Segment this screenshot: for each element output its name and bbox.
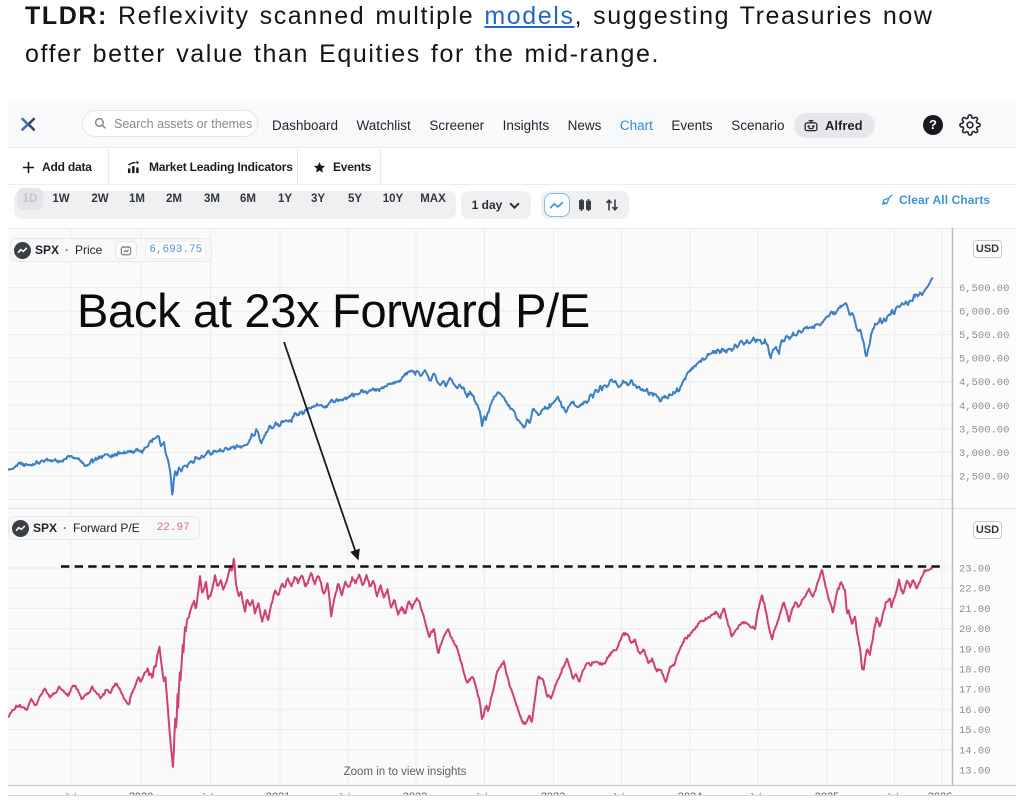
svg-text:5,500.00: 5,500.00 — [959, 330, 1009, 342]
svg-text:22.00: 22.00 — [959, 584, 991, 596]
svg-text:20.00: 20.00 — [959, 624, 991, 636]
svg-text:13.00: 13.00 — [959, 766, 991, 778]
svg-text:Jul: Jul — [338, 792, 351, 796]
svg-text:21.00: 21.00 — [959, 604, 991, 616]
svg-text:4,500.00: 4,500.00 — [959, 377, 1009, 389]
svg-text:6,000.00: 6,000.00 — [959, 307, 1009, 319]
svg-text:15.00: 15.00 — [959, 725, 991, 737]
svg-text:2021: 2021 — [266, 791, 290, 796]
svg-text:Jul: Jul — [201, 792, 214, 796]
svg-text:2020: 2020 — [129, 791, 153, 796]
svg-text:2026: 2026 — [928, 791, 952, 796]
svg-text:Jul: Jul — [64, 792, 77, 796]
svg-text:16.00: 16.00 — [959, 705, 991, 717]
svg-text:Jul: Jul — [886, 792, 899, 796]
svg-text:Jul: Jul — [749, 792, 762, 796]
svg-text:19.00: 19.00 — [959, 644, 991, 656]
svg-text:2025: 2025 — [815, 791, 839, 796]
svg-text:23.00: 23.00 — [959, 564, 991, 576]
svg-text:2,500.00: 2,500.00 — [959, 471, 1009, 483]
svg-text:2024: 2024 — [678, 791, 702, 796]
svg-text:Jul: Jul — [612, 792, 625, 796]
svg-text:6,500.00: 6,500.00 — [959, 283, 1009, 295]
svg-text:Jul: Jul — [475, 792, 488, 796]
svg-text:17.00: 17.00 — [959, 685, 991, 697]
svg-text:Zoom in to view insights: Zoom in to view insights — [344, 766, 467, 778]
svg-text:2023: 2023 — [541, 791, 565, 796]
svg-text:3,000.00: 3,000.00 — [959, 448, 1009, 460]
svg-text:14.00: 14.00 — [959, 745, 991, 757]
svg-text:4,000.00: 4,000.00 — [959, 401, 1009, 413]
svg-text:2022: 2022 — [403, 791, 427, 796]
svg-text:3,500.00: 3,500.00 — [959, 424, 1009, 436]
svg-text:18.00: 18.00 — [959, 665, 991, 677]
svg-text:5,000.00: 5,000.00 — [959, 354, 1009, 366]
